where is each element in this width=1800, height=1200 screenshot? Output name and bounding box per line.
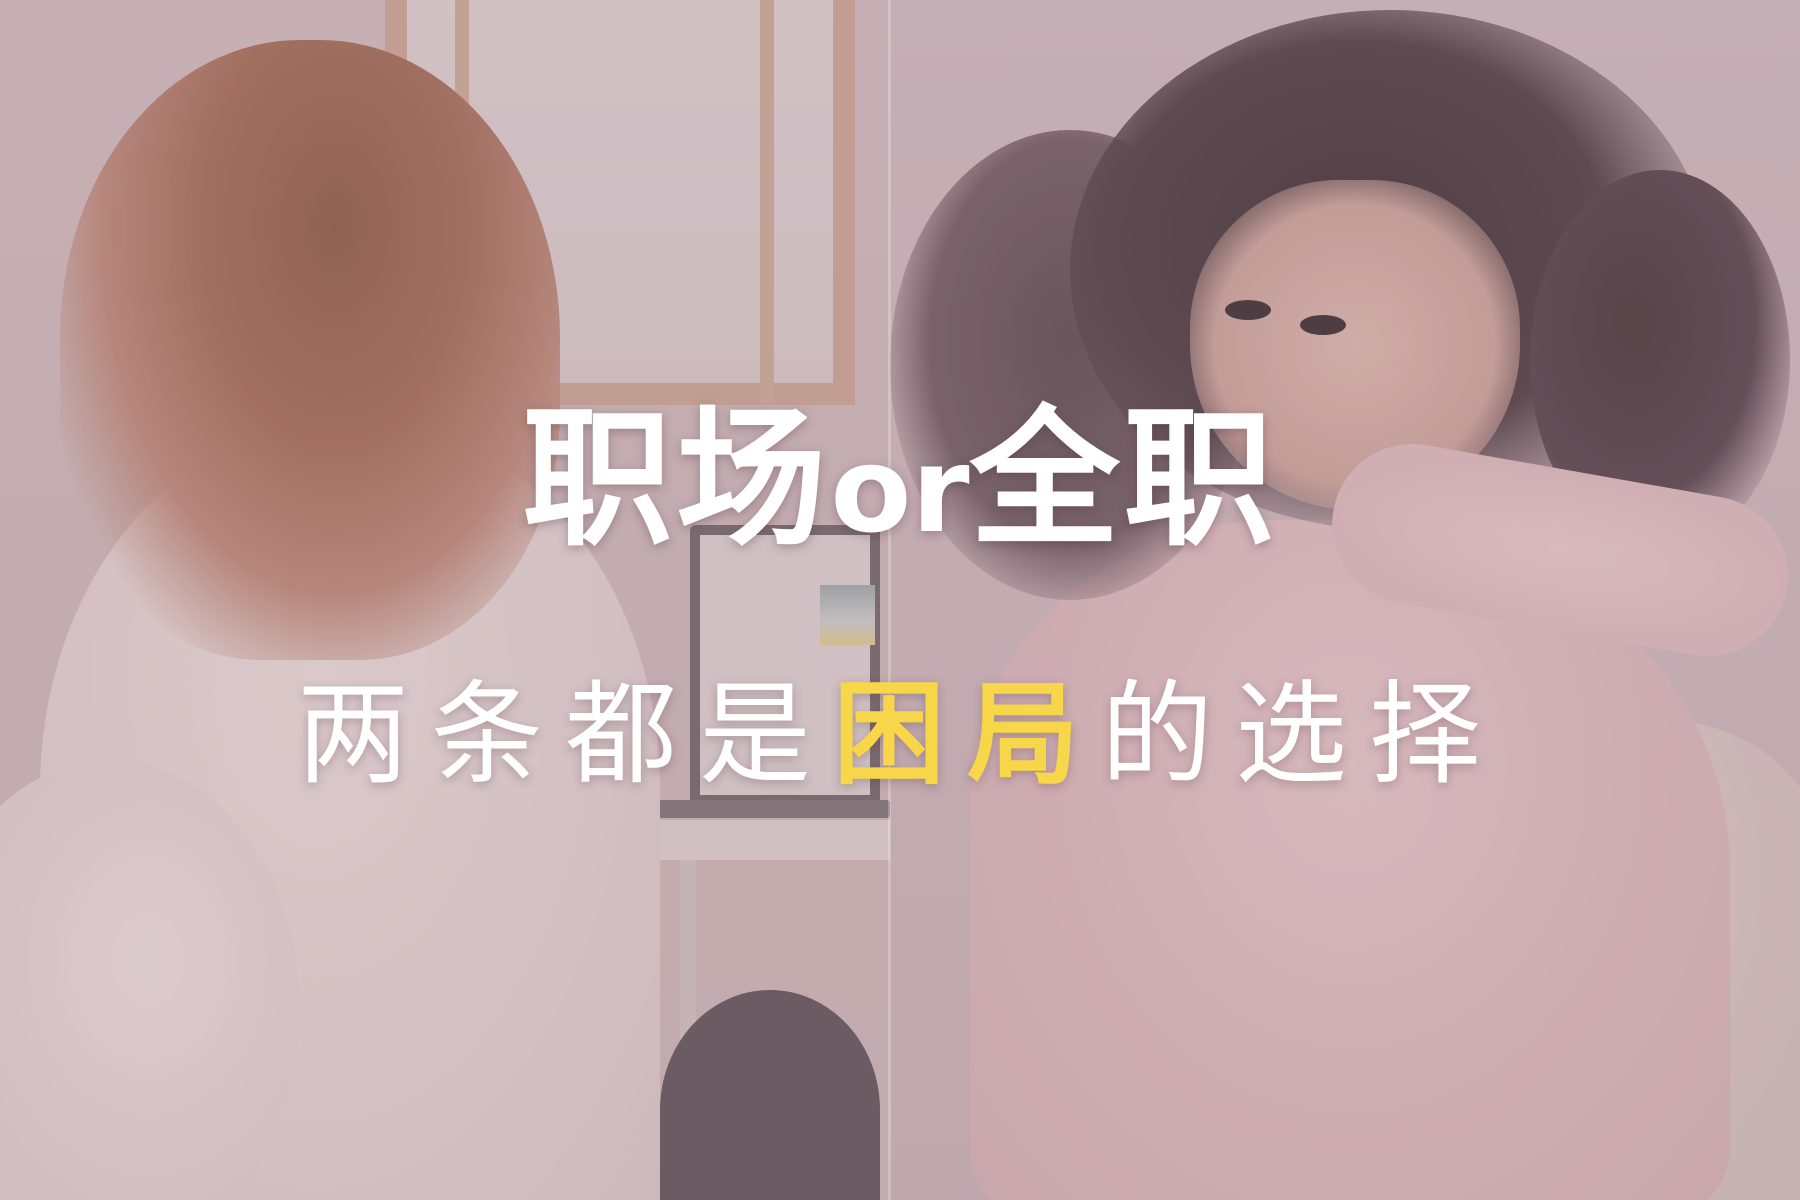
headline: 职场or全职 xyxy=(0,385,1800,585)
mother-eye xyxy=(1300,315,1346,335)
photo-divider xyxy=(888,0,891,1200)
woman-hair xyxy=(60,40,560,660)
headline-part-career: 职场 xyxy=(522,393,831,567)
window-frame xyxy=(760,0,774,405)
subline: 两条都是困局的选择 xyxy=(0,665,1800,805)
headline-part-fulltime: 全职 xyxy=(969,393,1278,567)
subline-highlight: 困局 xyxy=(833,670,1101,800)
photo-woman-working xyxy=(0,0,890,1200)
headline-or: or xyxy=(830,421,970,559)
seat xyxy=(660,990,880,1200)
laptop-document xyxy=(820,585,875,645)
subline-after: 的选择 xyxy=(1101,670,1503,800)
mother-eye xyxy=(1225,300,1271,320)
subline-before: 两条都是 xyxy=(297,670,833,800)
photo-mother-and-child xyxy=(890,0,1800,1200)
laptop-base xyxy=(640,800,890,818)
